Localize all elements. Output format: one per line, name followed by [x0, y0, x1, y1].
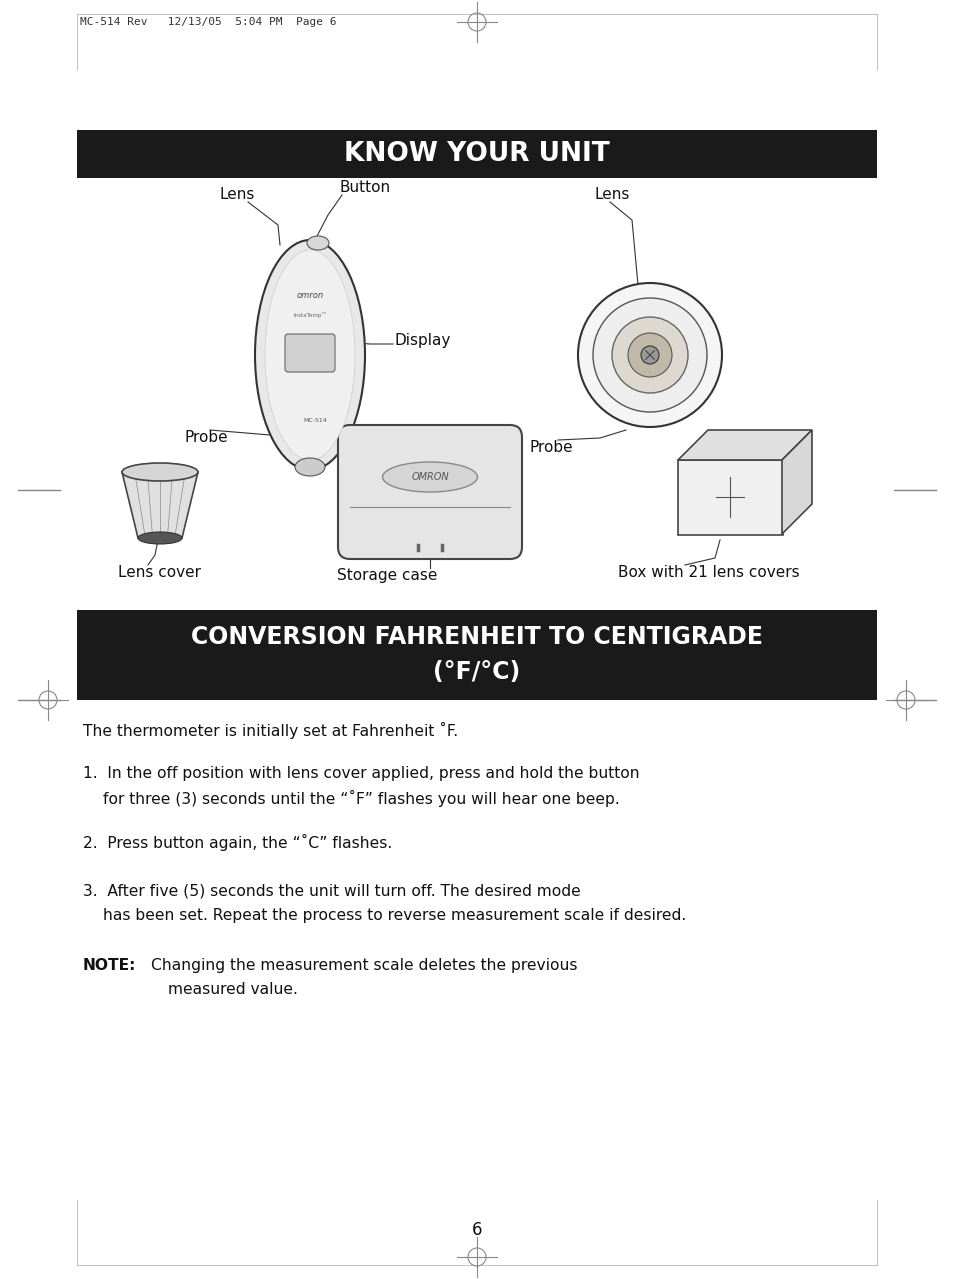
Text: for three (3) seconds until the “˚F” flashes you will hear one beep.: for three (3) seconds until the “˚F” fla…: [103, 790, 619, 807]
Text: MC-514: MC-514: [303, 417, 327, 422]
Ellipse shape: [307, 237, 329, 249]
Text: 2.  Press button again, the “˚C” flashes.: 2. Press button again, the “˚C” flashes.: [83, 834, 392, 851]
Text: has been set. Repeat the process to reverse measurement scale if desired.: has been set. Repeat the process to reve…: [103, 908, 685, 923]
Text: omron: omron: [296, 290, 323, 299]
Circle shape: [578, 283, 721, 427]
Circle shape: [640, 347, 659, 365]
Text: Box with 21 lens covers: Box with 21 lens covers: [618, 565, 799, 579]
Ellipse shape: [254, 240, 365, 469]
FancyBboxPatch shape: [285, 334, 335, 372]
Text: Probe: Probe: [530, 440, 573, 455]
Text: measured value.: measured value.: [168, 982, 297, 998]
Text: OMRON: OMRON: [411, 472, 448, 482]
Text: Button: Button: [339, 180, 391, 194]
Text: 3.  After five (5) seconds the unit will turn off. The desired mode: 3. After five (5) seconds the unit will …: [83, 884, 580, 899]
Text: (°F/°C): (°F/°C): [433, 660, 520, 684]
FancyBboxPatch shape: [337, 425, 521, 559]
Ellipse shape: [122, 463, 198, 481]
Text: InstaTemp™: InstaTemp™: [293, 312, 327, 318]
Bar: [77, 610, 876, 700]
Text: Storage case: Storage case: [336, 568, 436, 583]
Text: Changing the measurement scale deletes the previous: Changing the measurement scale deletes t…: [151, 958, 577, 973]
Circle shape: [593, 298, 706, 412]
Text: NOTE:: NOTE:: [83, 958, 136, 973]
Ellipse shape: [138, 532, 182, 544]
Text: 1.  In the off position with lens cover applied, press and hold the button: 1. In the off position with lens cover a…: [83, 766, 639, 781]
Text: Display: Display: [395, 333, 451, 348]
Ellipse shape: [294, 458, 325, 476]
Polygon shape: [678, 430, 811, 460]
Circle shape: [627, 333, 671, 377]
Text: KNOW YOUR UNIT: KNOW YOUR UNIT: [344, 141, 609, 168]
Text: Lens: Lens: [595, 187, 630, 202]
Text: 6: 6: [471, 1221, 482, 1239]
Text: Lens cover: Lens cover: [118, 565, 201, 579]
Ellipse shape: [382, 462, 477, 492]
Text: The thermometer is initially set at Fahrenheit ˚F.: The thermometer is initially set at Fahr…: [83, 723, 457, 739]
Text: Lens: Lens: [220, 187, 255, 202]
Polygon shape: [122, 472, 198, 538]
Bar: [678, 460, 782, 535]
Text: MC-514 Rev   12/13/05  5:04 PM  Page 6: MC-514 Rev 12/13/05 5:04 PM Page 6: [80, 17, 336, 27]
Polygon shape: [781, 430, 811, 535]
Circle shape: [612, 317, 687, 393]
Text: Probe: Probe: [185, 430, 229, 445]
Text: CONVERSION FAHRENHEIT TO CENTIGRADE: CONVERSION FAHRENHEIT TO CENTIGRADE: [191, 625, 762, 648]
Ellipse shape: [265, 249, 355, 460]
Bar: [77, 130, 876, 178]
